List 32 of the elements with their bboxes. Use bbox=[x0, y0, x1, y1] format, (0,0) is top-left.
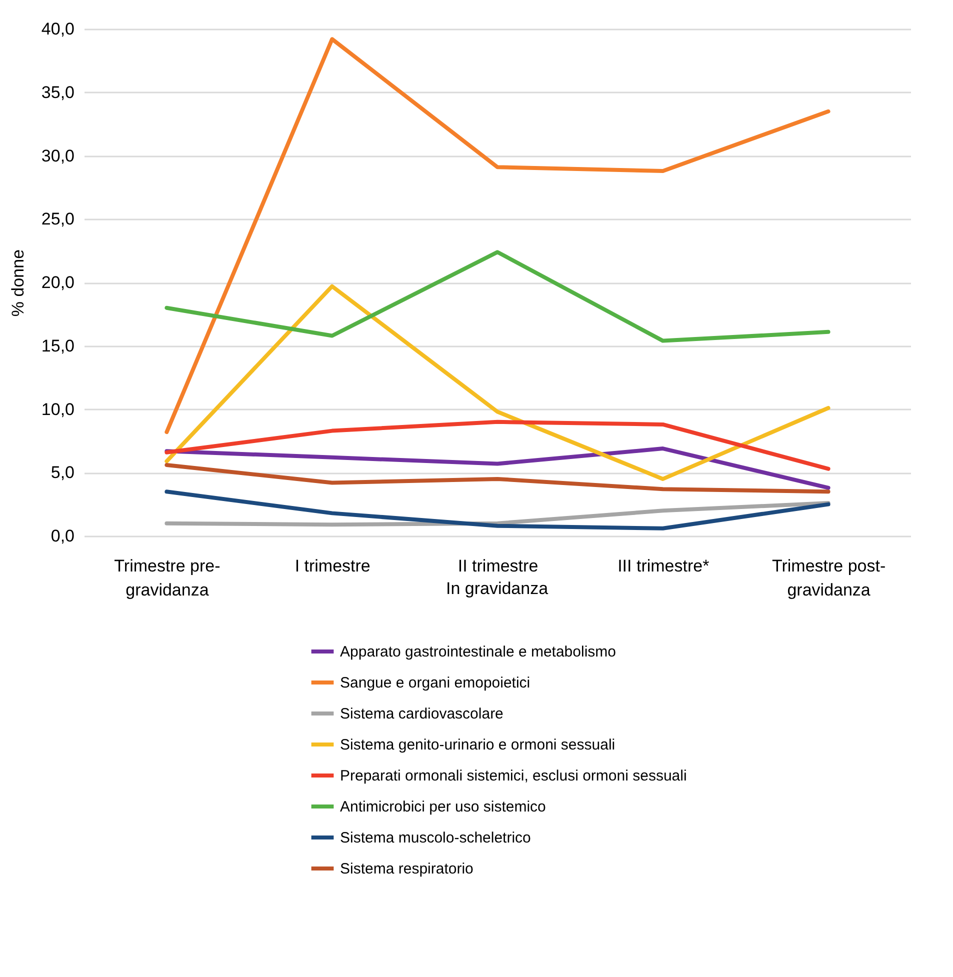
line-series bbox=[164, 37, 830, 434]
line-series bbox=[164, 490, 830, 530]
line-series bbox=[164, 463, 830, 494]
y-tick-label: 30,0 bbox=[41, 146, 74, 166]
x-tick-label: Trimestre post-gravidanza bbox=[772, 556, 886, 600]
y-tick-label: 20,0 bbox=[41, 273, 74, 292]
legend-label: Antimicrobici per uso sistemico bbox=[340, 798, 546, 816]
legend-label: Sistema muscolo-scheletrico bbox=[340, 830, 531, 846]
y-tick-label: 5,0 bbox=[50, 463, 74, 482]
text: In gravidanza bbox=[446, 579, 549, 598]
y-tick-label: 15,0 bbox=[41, 336, 74, 356]
line-series bbox=[164, 501, 830, 527]
y-tick-label: 10,0 bbox=[41, 400, 74, 419]
legend-label: Sistema respiratorio bbox=[340, 860, 474, 878]
x-tick-label: II trimestre bbox=[458, 556, 538, 576]
x-tick-label: I trimestre bbox=[294, 556, 370, 576]
y-tick-label: 25,0 bbox=[41, 210, 74, 229]
x-tick-label: III trimestre* bbox=[618, 556, 710, 576]
y-axis-title: % donne bbox=[8, 249, 28, 317]
legend-label: Preparati ormonali sistemici, esclusi ormoni sessuali bbox=[340, 768, 687, 784]
y-tick-label: 40,0 bbox=[41, 20, 74, 38]
line-series bbox=[164, 420, 830, 471]
x-tick-label: Trimestre pre-gravidanza bbox=[114, 556, 220, 600]
line-series bbox=[164, 250, 830, 343]
legend-label: Sistema cardiovascolare bbox=[340, 706, 504, 722]
y-tick-label: 0,0 bbox=[50, 526, 74, 546]
legend-label: Sistema genito-urinario e ormoni sessuali bbox=[340, 736, 616, 754]
line-series bbox=[164, 284, 830, 481]
line-series bbox=[164, 446, 830, 490]
legend-label: Sangue e organi emopoietici bbox=[340, 674, 530, 692]
y-tick-label: 35,0 bbox=[41, 82, 74, 102]
legend-label: Apparato gastrointestinale e metabolismo bbox=[340, 644, 616, 660]
